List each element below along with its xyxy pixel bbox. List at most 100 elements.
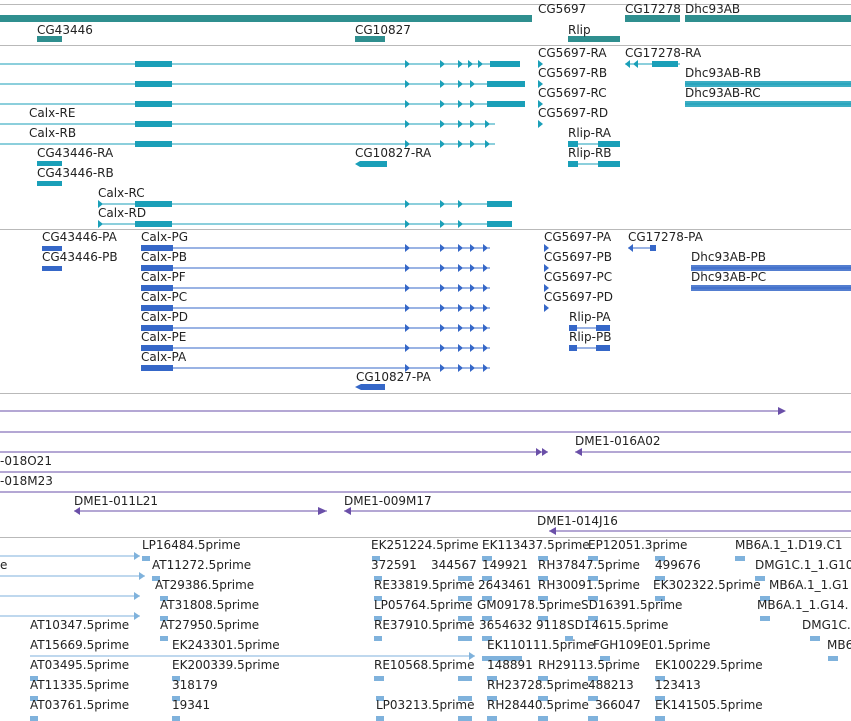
est-label[interactable]: AT31808.5prime bbox=[160, 598, 260, 612]
gene-block-cg17278[interactable] bbox=[625, 15, 680, 22]
bac-label[interactable]: DME1-014J16 bbox=[537, 514, 618, 528]
protein-label[interactable]: CG43446-PA bbox=[42, 230, 117, 244]
transcript-dhc93ab-rc-glyph[interactable] bbox=[685, 101, 851, 107]
bac-clone-014j16-glyph[interactable] bbox=[549, 527, 851, 535]
est-label[interactable]: RH30091.5prime bbox=[538, 578, 640, 592]
est-label[interactable]: LP03213.5prime bbox=[376, 698, 475, 712]
transcript-label[interactable]: CG5697-RB bbox=[538, 66, 608, 80]
est-label[interactable]: SD16391.5prime bbox=[581, 598, 683, 612]
transcript-label[interactable]: CG5697-RC bbox=[538, 86, 607, 100]
bac-clone-016a02-glyph[interactable] bbox=[0, 448, 851, 456]
transcript-cg43446-ra-glyph[interactable] bbox=[37, 161, 62, 166]
protein-label[interactable]: Calx-PA bbox=[141, 350, 187, 364]
protein-rlip-glyphs[interactable] bbox=[569, 325, 610, 351]
gene-block-rlip[interactable] bbox=[568, 36, 620, 42]
transcript-cg43446-rb-glyph[interactable] bbox=[37, 181, 62, 186]
protein-label[interactable]: Calx-PB bbox=[141, 250, 187, 264]
transcript-cg5697-glyphs[interactable] bbox=[538, 60, 543, 128]
est-label[interactable]: 19341 bbox=[172, 698, 211, 712]
transcript-label[interactable]: Calx-RB bbox=[29, 126, 77, 140]
est-label[interactable]: MB6A.1_1.D19.C1 bbox=[735, 538, 843, 552]
est-label[interactable]: AT03761.5prime bbox=[30, 698, 130, 712]
transcript-cg17278-ra-glyph[interactable] bbox=[625, 60, 680, 68]
bac-label[interactable]: -018O21 bbox=[0, 454, 52, 468]
transcript-label[interactable]: Rlip-RA bbox=[568, 126, 612, 140]
est-label[interactable]: EK302322.5prime bbox=[653, 578, 761, 592]
protein-label[interactable]: CG5697-PD bbox=[544, 290, 614, 304]
est-label[interactable]: GM09178.5prime bbox=[477, 598, 582, 612]
bac-label[interactable]: DME1-016A02 bbox=[575, 434, 661, 448]
est-label[interactable]: AT11335.5prime bbox=[30, 678, 130, 692]
transcript-calx-ra-glyph[interactable] bbox=[0, 60, 520, 68]
est-label[interactable]: EK113437.5prime bbox=[482, 538, 590, 552]
gene-label-cg10827[interactable]: CG10827 bbox=[355, 23, 411, 37]
est-label[interactable]: RH29113.5prime bbox=[538, 658, 640, 672]
protein-label[interactable]: CG10827-PA bbox=[356, 370, 431, 384]
gene-label-cg17278[interactable]: CG17278 bbox=[625, 2, 681, 16]
transcript-label[interactable]: CG5697-RA bbox=[538, 46, 607, 60]
transcript-rlip-rb-glyph[interactable] bbox=[568, 161, 620, 167]
est-label[interactable]: EK110111.5prime bbox=[487, 638, 595, 652]
transcript-calx-rf-glyph[interactable] bbox=[0, 80, 525, 88]
est-label[interactable]: AT11272.5prime bbox=[152, 558, 252, 572]
protein-cg10827-pa-glyph[interactable] bbox=[355, 384, 385, 390]
est-label[interactable]: 499676 bbox=[655, 558, 701, 572]
est-label[interactable]: e bbox=[0, 558, 8, 572]
est-label[interactable]: EK100229.5prime bbox=[655, 658, 763, 672]
est-label[interactable]: EK200339.5prime bbox=[172, 658, 280, 672]
protein-cg43446-pa-glyph[interactable] bbox=[42, 246, 62, 251]
est-label[interactable]: RE33819.5prime bbox=[374, 578, 475, 592]
est-label[interactable]: SD14615.5prime bbox=[567, 618, 669, 632]
transcript-calx-rb-glyph[interactable] bbox=[0, 140, 495, 148]
protein-label[interactable]: CG43446-PB bbox=[42, 250, 118, 264]
est-label[interactable]: FGH109E01.5prime bbox=[593, 638, 711, 652]
protein-cg5697-glyphs[interactable] bbox=[544, 244, 549, 312]
est-label[interactable]: DMG1C.1_1.G10.C bbox=[755, 558, 851, 572]
est-label[interactable]: 2643461 bbox=[478, 578, 532, 592]
protein-label[interactable]: Rlip-PA bbox=[569, 310, 611, 324]
protein-label[interactable]: Calx-PC bbox=[141, 290, 188, 304]
est-label[interactable]: 366047 bbox=[595, 698, 641, 712]
transcript-label[interactable]: Calx-RE bbox=[29, 106, 76, 120]
transcript-calx-re-glyph[interactable] bbox=[0, 120, 495, 128]
protein-calx-glyphs[interactable] bbox=[141, 244, 490, 372]
est-label[interactable]: MB6 bbox=[827, 638, 851, 652]
protein-label[interactable]: CG5697-PC bbox=[544, 270, 613, 284]
est-label[interactable]: 372591 bbox=[371, 558, 417, 572]
est-label[interactable]: AT10347.5prime bbox=[30, 618, 130, 632]
transcript-label[interactable]: CG10827-RA bbox=[355, 146, 432, 160]
protein-cg43446-pb-glyph[interactable] bbox=[42, 266, 62, 271]
gene-block-cg10827[interactable] bbox=[355, 36, 385, 42]
transcript-calx-rd-glyph[interactable] bbox=[98, 220, 512, 228]
est-label[interactable]: AT29386.5prime bbox=[155, 578, 255, 592]
est-label[interactable]: EK141505.5prime bbox=[655, 698, 763, 712]
transcript-label[interactable]: CG17278-RA bbox=[625, 46, 702, 60]
est-label[interactable]: RH28440.5prime bbox=[487, 698, 589, 712]
protein-label[interactable]: Calx-PF bbox=[141, 270, 186, 284]
est-label[interactable]: DMG1C. bbox=[802, 618, 851, 632]
gene-block-calx[interactable] bbox=[0, 15, 532, 22]
est-label[interactable]: RH23728.5prime bbox=[487, 678, 589, 692]
gene-block-dhc93ab[interactable] bbox=[685, 15, 851, 22]
est-label[interactable]: RE10568.5prime bbox=[374, 658, 475, 672]
est-label[interactable]: 318179 bbox=[172, 678, 218, 692]
transcript-label[interactable]: CG43446-RB bbox=[37, 166, 114, 180]
est-label[interactable]: RE37910.5prime bbox=[374, 618, 475, 632]
transcript-label[interactable]: CG5697-RD bbox=[538, 106, 609, 120]
protein-label[interactable]: Dhc93AB-PB bbox=[691, 250, 766, 264]
bac-clone-011l21-glyph[interactable] bbox=[74, 507, 327, 515]
protein-cg17278-pa-glyph[interactable] bbox=[628, 244, 656, 252]
est-label[interactable]: 344567 bbox=[431, 558, 477, 572]
protein-label[interactable]: CG5697-PB bbox=[544, 250, 613, 264]
transcript-rlip-ra-glyph[interactable] bbox=[568, 141, 620, 147]
bac-clone-009m17-glyph[interactable] bbox=[344, 507, 851, 515]
est-label[interactable]: 9118 bbox=[536, 618, 567, 632]
transcript-label[interactable]: Dhc93AB-RC bbox=[685, 86, 761, 100]
transcript-dhc93ab-rb-glyph[interactable] bbox=[685, 81, 851, 87]
est-label[interactable]: RH37847.5prime bbox=[538, 558, 640, 572]
gene-label-cg5697[interactable]: CG5697 bbox=[538, 2, 587, 16]
transcript-cg10827-ra-glyph[interactable] bbox=[355, 161, 387, 167]
protein-label[interactable]: Dhc93AB-PC bbox=[691, 270, 767, 284]
est-label[interactable]: 123413 bbox=[655, 678, 701, 692]
est-label[interactable]: MB6A.1_1.G14. bbox=[757, 598, 849, 612]
